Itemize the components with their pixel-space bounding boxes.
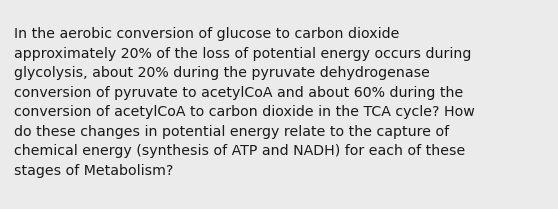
Text: In the aerobic conversion of glucose to carbon dioxide
approximately 20% of the : In the aerobic conversion of glucose to … [14, 27, 475, 178]
